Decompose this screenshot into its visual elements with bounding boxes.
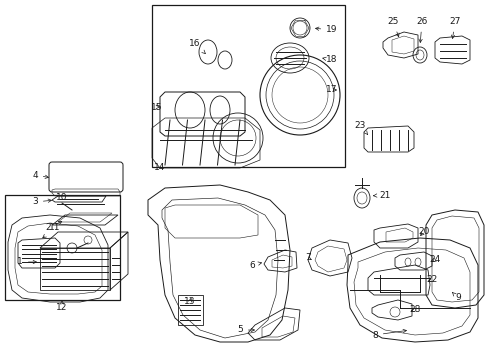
Text: 3: 3 <box>32 198 51 207</box>
Text: 6: 6 <box>248 261 261 270</box>
Text: 27: 27 <box>448 18 460 39</box>
Text: 23: 23 <box>354 121 367 135</box>
Text: 8: 8 <box>371 329 406 339</box>
Text: 10: 10 <box>56 194 68 202</box>
Text: 13: 13 <box>184 297 195 306</box>
Text: 20: 20 <box>417 228 429 237</box>
Text: 21: 21 <box>373 190 390 199</box>
Text: 16: 16 <box>189 40 205 54</box>
Text: 2: 2 <box>45 221 61 233</box>
Text: 11: 11 <box>42 224 61 238</box>
Text: 26: 26 <box>415 18 427 42</box>
Text: 24: 24 <box>428 256 440 265</box>
Text: 15: 15 <box>151 103 163 112</box>
Text: 22: 22 <box>426 275 437 284</box>
Bar <box>152 5 345 167</box>
Text: 5: 5 <box>237 325 254 334</box>
Text: 7: 7 <box>305 253 311 262</box>
Bar <box>178 295 203 325</box>
Text: 4: 4 <box>32 171 48 180</box>
Text: 14: 14 <box>154 163 165 172</box>
Text: 17: 17 <box>325 85 337 94</box>
Text: 18: 18 <box>322 55 337 64</box>
Text: 19: 19 <box>315 26 337 35</box>
Text: 1: 1 <box>17 257 37 266</box>
Text: 25: 25 <box>386 18 398 37</box>
Bar <box>5 195 120 300</box>
Text: 12: 12 <box>56 301 67 312</box>
Text: 9: 9 <box>451 292 460 302</box>
Text: 28: 28 <box>408 306 420 315</box>
